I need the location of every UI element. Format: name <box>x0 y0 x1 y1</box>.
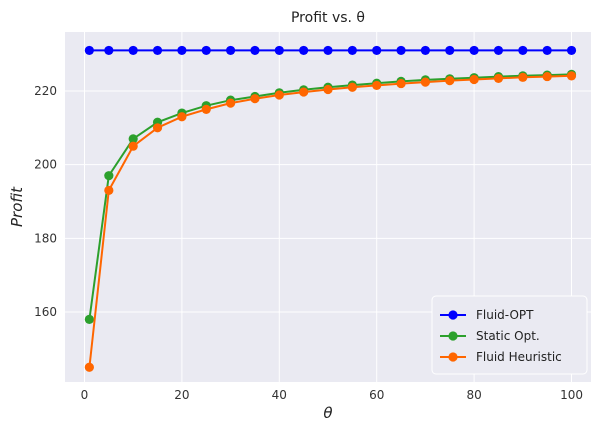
x-tick-label: 80 <box>466 388 481 402</box>
legend-box <box>431 295 588 375</box>
data-point-fluid-heuristic <box>128 141 138 151</box>
data-point-fluid-opt <box>347 45 357 56</box>
y-tick-label: 200 <box>34 158 57 172</box>
data-point-fluid-opt <box>250 45 260 56</box>
data-point-fluid-heuristic <box>152 123 163 133</box>
data-point-fluid-opt <box>84 45 94 56</box>
data-point-fluid-opt <box>323 45 333 56</box>
data-point-fluid-opt <box>542 45 552 56</box>
data-point-fluid-heuristic <box>225 98 236 108</box>
data-point-fluid-opt <box>201 45 211 56</box>
data-point-fluid-heuristic <box>299 87 309 97</box>
data-point-fluid-heuristic <box>542 71 552 82</box>
data-point-fluid-opt <box>152 45 163 56</box>
data-point-fluid-opt <box>566 45 577 56</box>
x-tick-label: 0 <box>81 388 89 402</box>
y-tick-label: 160 <box>34 305 57 319</box>
data-point-fluid-opt <box>177 45 187 56</box>
data-point-fluid-opt <box>396 45 406 56</box>
data-point-fluid-heuristic <box>420 77 431 87</box>
data-point-fluid-heuristic <box>274 90 284 100</box>
legend: Fluid-OPT Static Opt. Fluid Heuristic <box>431 295 588 375</box>
data-point-fluid-heuristic <box>104 185 114 196</box>
legend-entries: Fluid-OPT Static Opt. Fluid Heuristic <box>440 308 562 364</box>
data-point-fluid-opt <box>469 45 479 56</box>
legend-marker-fluid-heuristic <box>448 352 458 362</box>
data-point-fluid-heuristic <box>445 76 455 86</box>
data-point-fluid-opt <box>274 45 284 56</box>
data-point-fluid-opt <box>104 45 114 56</box>
data-point-fluid-heuristic <box>250 94 260 104</box>
data-point-fluid-heuristic <box>347 82 357 92</box>
data-point-fluid-opt <box>493 45 504 56</box>
x-tick-label: 20 <box>174 388 189 402</box>
x-tick-label: 60 <box>369 388 384 402</box>
legend-marker-fluid-opt <box>448 310 458 320</box>
data-point-static-opt <box>84 314 94 324</box>
data-point-fluid-opt <box>299 45 309 56</box>
data-point-fluid-opt <box>128 45 138 56</box>
data-point-fluid-heuristic <box>323 84 333 95</box>
data-point-fluid-heuristic <box>372 80 382 91</box>
legend-label-fluid-opt: Fluid-OPT <box>476 308 534 322</box>
data-point-fluid-opt <box>372 45 382 56</box>
y-axis-label: Profit <box>8 186 26 227</box>
data-point-fluid-heuristic <box>177 112 187 122</box>
y-tick-labels: 160 180 200 220 <box>34 84 57 319</box>
data-point-fluid-heuristic <box>201 104 211 114</box>
x-tick-label: 100 <box>560 388 583 402</box>
data-point-fluid-heuristic <box>518 72 528 82</box>
x-tick-label: 40 <box>272 388 287 402</box>
chart-title: Profit vs. θ <box>291 10 365 26</box>
x-axis-label: θ <box>323 404 332 422</box>
y-tick-label: 220 <box>34 84 57 98</box>
data-point-fluid-heuristic <box>396 78 406 89</box>
legend-label-fluid-heuristic: Fluid Heuristic <box>476 350 562 364</box>
data-point-static-opt <box>128 134 138 144</box>
series-group <box>84 45 577 372</box>
data-point-fluid-heuristic <box>469 74 479 85</box>
data-point-fluid-opt <box>445 45 455 56</box>
data-point-fluid-opt <box>518 45 528 56</box>
data-point-fluid-opt <box>225 45 236 56</box>
legend-label-static-opt: Static Opt. <box>476 329 540 343</box>
data-point-fluid-heuristic <box>566 71 577 81</box>
data-point-fluid-opt <box>420 45 431 56</box>
data-point-fluid-heuristic <box>84 362 94 372</box>
data-point-static-opt <box>104 171 114 181</box>
y-tick-label: 180 <box>34 231 57 245</box>
legend-marker-static-opt <box>448 331 458 341</box>
data-point-fluid-heuristic <box>493 73 504 84</box>
x-tick-labels: 0 20 40 60 80 100 <box>81 388 583 402</box>
